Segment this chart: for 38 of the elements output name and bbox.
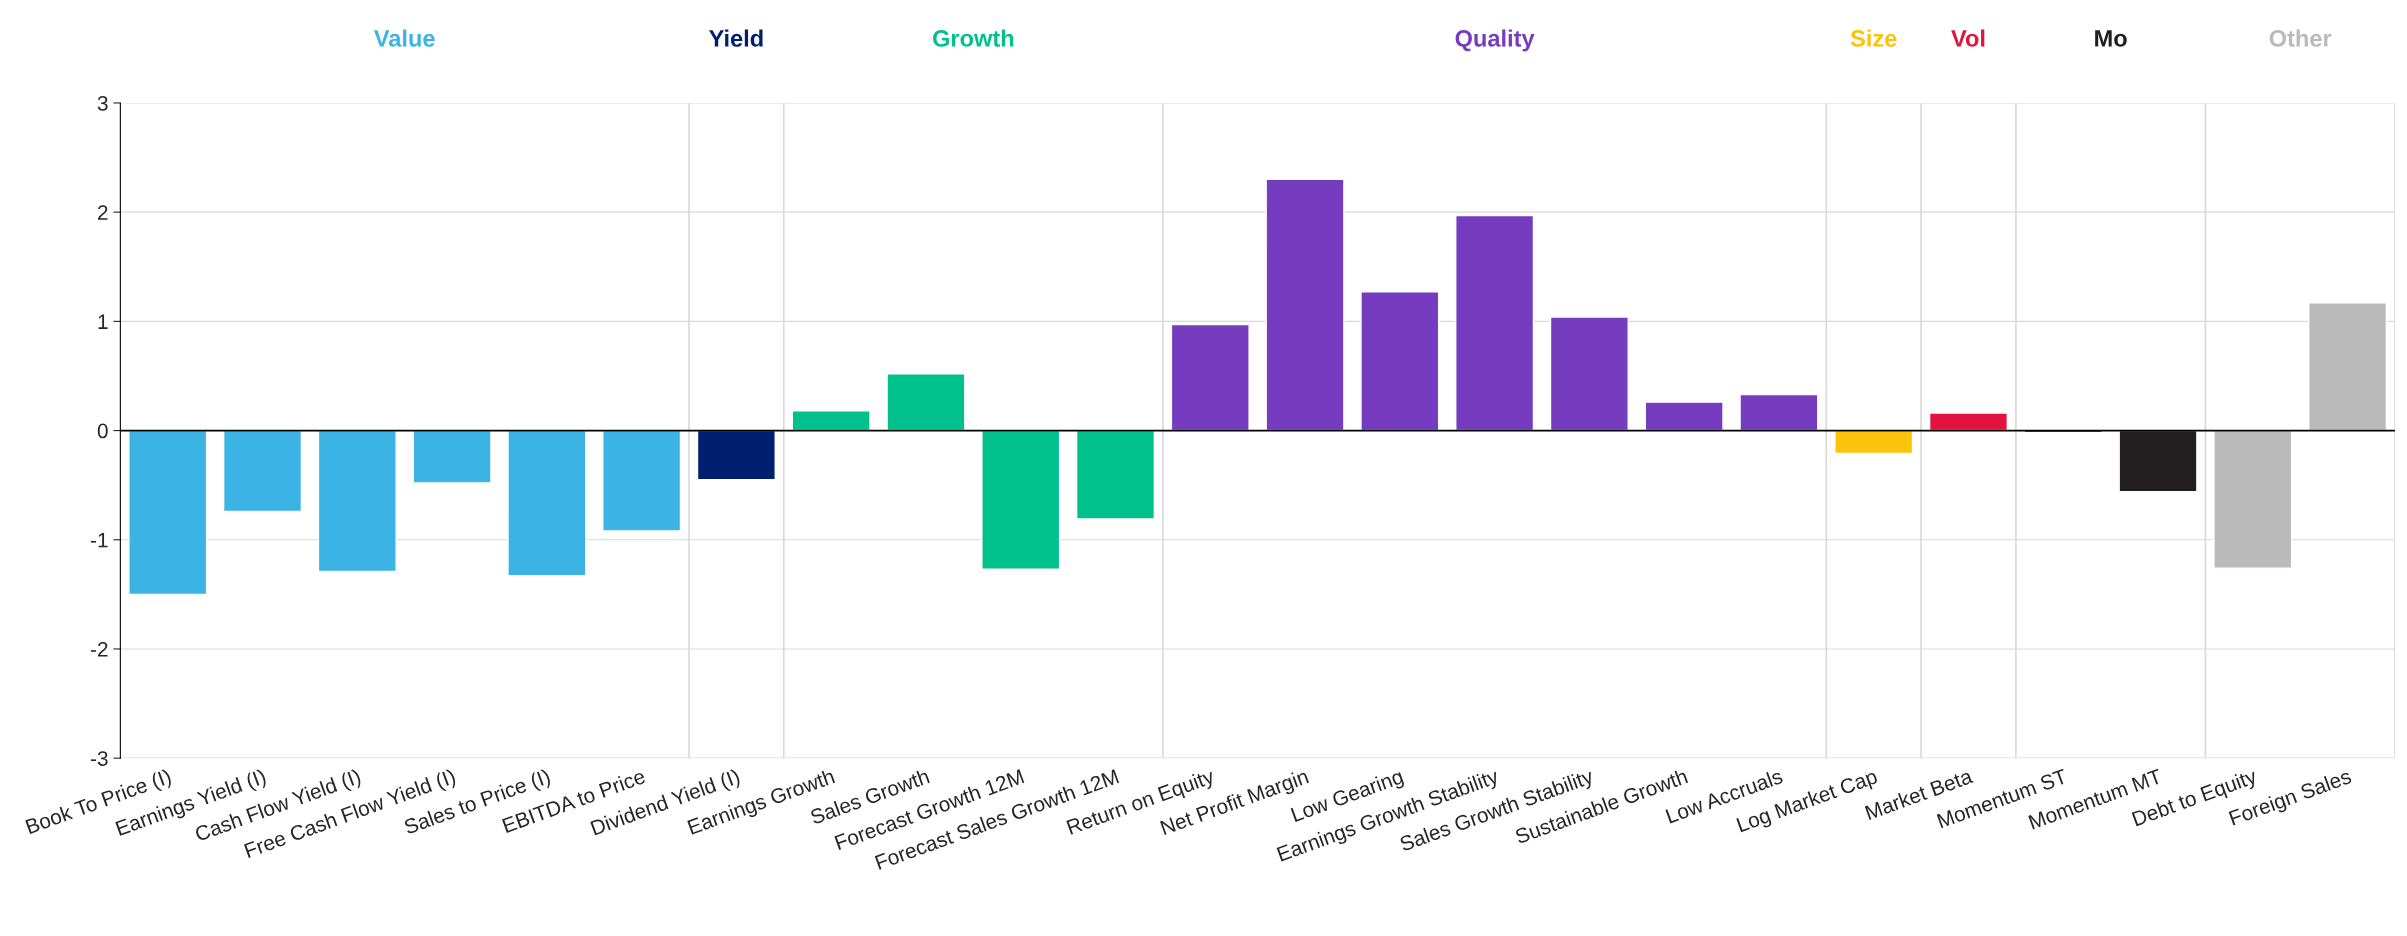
y-tick-label: -1 (90, 532, 108, 548)
text: Quality (1455, 29, 1535, 52)
bar (602, 429, 682, 532)
y-tick-label: 2 (98, 205, 108, 220)
bar (1170, 323, 1250, 432)
text: Mo (2095, 30, 2127, 47)
bar (1928, 412, 2009, 432)
y-tick-label: 1 (98, 314, 108, 329)
text: Yield (709, 29, 763, 47)
bar (886, 373, 966, 432)
bar (1455, 214, 1535, 432)
y-tick-label: 0 (97, 423, 108, 439)
text: Value (373, 29, 435, 47)
bar (2213, 429, 2293, 569)
bar (1549, 316, 1629, 432)
bar (696, 429, 776, 481)
bar (981, 429, 1061, 570)
text: Size (1850, 29, 1897, 47)
text: Growth (932, 29, 1014, 47)
bar (1265, 178, 1345, 432)
bar (2118, 429, 2198, 493)
bar (317, 429, 397, 573)
bar (507, 429, 587, 577)
bar (1644, 401, 1724, 432)
bar (1360, 291, 1440, 432)
bar (791, 410, 871, 432)
y-tick-label: 3 (97, 95, 108, 111)
bar (128, 429, 208, 596)
y-tick-label: -2 (90, 641, 108, 657)
y-tick-label: -3 (90, 751, 108, 766)
text: Vol (1951, 29, 1985, 47)
bar (222, 429, 303, 513)
text: Other (2269, 29, 2332, 47)
bar (1834, 429, 1914, 455)
bar (1075, 429, 1156, 520)
bar (1739, 393, 1819, 432)
bar (2308, 302, 2388, 432)
bar (412, 429, 492, 484)
